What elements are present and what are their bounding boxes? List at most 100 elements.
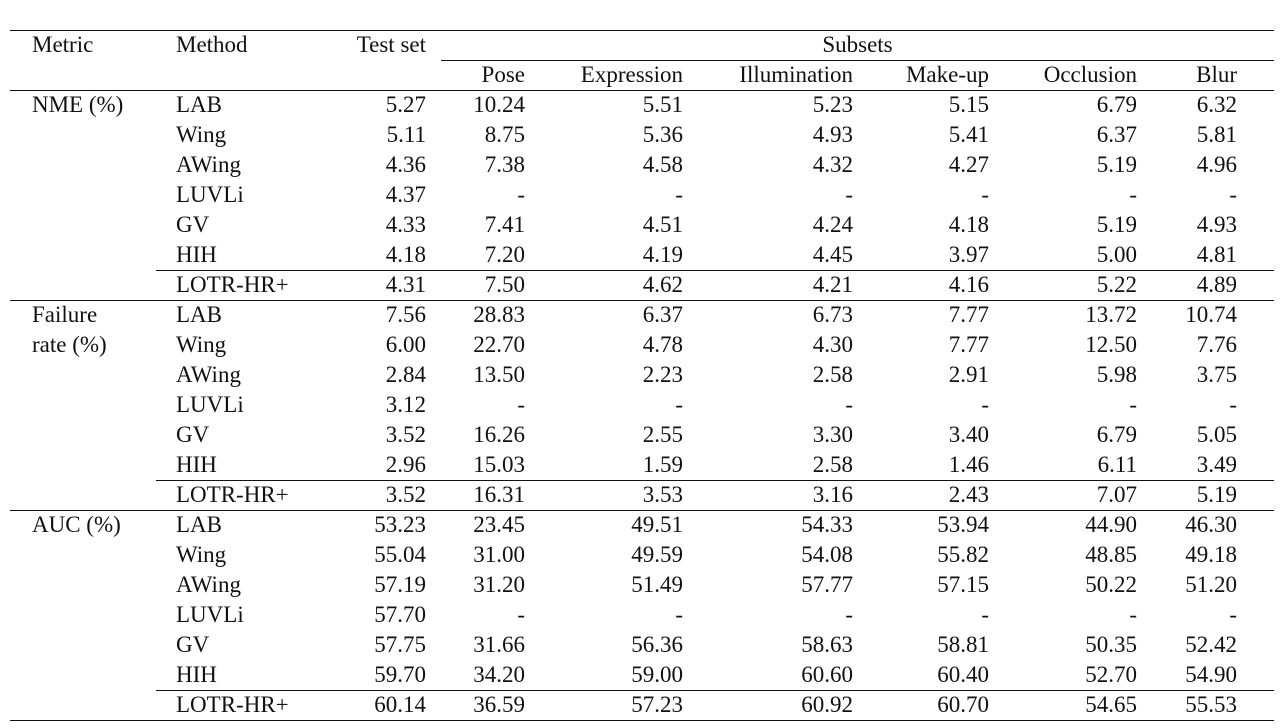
value-cell-blur: 4.93 <box>1196 212 1237 237</box>
metric-label: NME (%) <box>32 92 124 117</box>
value-cell-test-set: 59.70 <box>374 662 426 687</box>
value-cell-expression: 57.23 <box>631 692 683 717</box>
value-cell-makeup: 5.41 <box>948 122 989 147</box>
value-cell-pose: 28.83 <box>473 302 525 327</box>
value-cell-occlusion: 5.22 <box>1096 272 1137 297</box>
value-cell-test-set: 57.19 <box>374 572 426 597</box>
value-cell-blur: - <box>1229 602 1237 627</box>
value-cell-occlusion: 5.00 <box>1096 242 1137 267</box>
table-row: LOTR-HR+ 60.14 36.59 57.23 60.92 60.70 54.65 55… <box>10 690 1274 720</box>
value-cell-pose: - <box>517 182 525 207</box>
method-cell: HIH <box>176 662 217 687</box>
value-cell-occlusion: - <box>1129 182 1137 207</box>
value-cell-test-set: 6.00 <box>385 332 426 357</box>
method-cell: GV <box>176 212 210 237</box>
value-cell-test-set: 7.56 <box>385 302 426 327</box>
table-row: AWing 4.36 7.38 4.58 4.32 4.27 5.19 4.96 <box>10 150 1274 180</box>
value-cell-test-set: 5.27 <box>385 92 426 117</box>
value-cell-pose: 36.59 <box>473 692 525 717</box>
value-cell-illumination: - <box>845 602 853 627</box>
value-cell-expression: 5.51 <box>642 92 683 117</box>
method-cell: AWing <box>176 572 241 597</box>
value-cell-test-set: 4.33 <box>385 212 426 237</box>
value-cell-blur: 4.81 <box>1196 242 1237 267</box>
value-cell-test-set: 3.12 <box>385 392 426 417</box>
group-rule <box>10 300 1274 301</box>
value-cell-blur: 46.30 <box>1185 512 1237 537</box>
table-row: Wing 55.04 31.00 49.59 54.08 55.82 48.85 49.18 <box>10 540 1274 570</box>
header-occlusion: Occlusion <box>1043 62 1137 87</box>
group-rule <box>10 90 1274 91</box>
value-cell-test-set: 3.52 <box>385 482 426 507</box>
top-rule <box>10 30 1274 31</box>
method-cell: Wing <box>176 122 227 147</box>
value-cell-expression: 5.36 <box>642 122 683 147</box>
table-row: LOTR-HR+ 4.31 7.50 4.62 4.21 4.16 5.22 4.89 <box>10 270 1274 300</box>
value-cell-makeup: 4.18 <box>948 212 989 237</box>
table-row: AWing 57.19 31.20 51.49 57.77 57.15 50.22 51.20 <box>10 570 1274 600</box>
value-cell-blur: 6.32 <box>1196 92 1237 117</box>
table-row: GV 4.33 7.41 4.51 4.24 4.18 5.19 4.93 <box>10 210 1274 240</box>
value-cell-blur: 4.89 <box>1196 272 1237 297</box>
value-cell-illumination: 58.63 <box>801 632 853 657</box>
value-cell-blur: 3.75 <box>1196 362 1237 387</box>
header-row-2: Pose Expression Illumination Make-up Occ… <box>10 60 1274 90</box>
value-cell-blur: - <box>1229 392 1237 417</box>
value-cell-occlusion: 12.50 <box>1085 332 1137 357</box>
value-cell-makeup: 53.94 <box>937 512 989 537</box>
value-cell-pose: 16.26 <box>473 422 525 447</box>
subsets-rule <box>441 60 1274 61</box>
value-cell-illumination: - <box>845 182 853 207</box>
header-illumination: Illumination <box>739 62 853 87</box>
metric-label: AUC (%) <box>32 512 121 537</box>
value-cell-makeup: 60.40 <box>937 662 989 687</box>
value-cell-illumination: 4.21 <box>812 272 853 297</box>
value-cell-expression: 2.23 <box>642 362 683 387</box>
value-cell-test-set: 3.52 <box>385 422 426 447</box>
method-cell: LAB <box>176 302 222 327</box>
value-cell-expression: 51.49 <box>631 572 683 597</box>
value-cell-occlusion: 50.35 <box>1085 632 1137 657</box>
header-makeup: Make-up <box>905 62 989 87</box>
group-rule <box>10 510 1274 511</box>
value-cell-illumination: - <box>845 392 853 417</box>
value-cell-test-set: 5.11 <box>386 122 426 147</box>
value-cell-expression: 6.37 <box>642 302 683 327</box>
value-cell-expression: 49.59 <box>631 542 683 567</box>
value-cell-expression: 1.59 <box>642 452 683 477</box>
value-cell-test-set: 4.37 <box>385 182 426 207</box>
value-cell-illumination: 54.33 <box>801 512 853 537</box>
value-cell-illumination: 3.16 <box>812 482 853 507</box>
value-cell-pose: 31.20 <box>473 572 525 597</box>
value-cell-expression: 4.19 <box>642 242 683 267</box>
table-row: Wing 5.11 8.75 5.36 4.93 5.41 6.37 5.81 <box>10 120 1274 150</box>
value-cell-illumination: 2.58 <box>812 452 853 477</box>
method-cell: Wing <box>176 542 227 567</box>
header-subsets: Subsets <box>822 32 893 57</box>
value-cell-blur: 54.90 <box>1185 662 1237 687</box>
value-cell-test-set: 4.31 <box>385 272 426 297</box>
value-cell-blur: 7.76 <box>1196 332 1237 357</box>
table-row: LOTR-HR+ 3.52 16.31 3.53 3.16 2.43 7.07 5.19 <box>10 480 1274 510</box>
table-row: HIH 2.96 15.03 1.59 2.58 1.46 6.11 3.49 <box>10 450 1274 480</box>
value-cell-pose: 7.41 <box>484 212 525 237</box>
value-cell-illumination: 60.60 <box>801 662 853 687</box>
value-cell-occlusion: - <box>1129 602 1137 627</box>
method-cell: LAB <box>176 92 222 117</box>
value-cell-pose: 34.20 <box>473 662 525 687</box>
value-cell-makeup: 7.77 <box>948 332 989 357</box>
value-cell-pose: 31.66 <box>473 632 525 657</box>
value-cell-occlusion: 48.85 <box>1085 542 1137 567</box>
value-cell-occlusion: 52.70 <box>1085 662 1137 687</box>
table-row: LUVLi 3.12 - - - - - - <box>10 390 1274 420</box>
value-cell-blur: 55.53 <box>1185 692 1237 717</box>
value-cell-pose: - <box>517 602 525 627</box>
value-cell-occlusion: 13.72 <box>1085 302 1137 327</box>
value-cell-pose: 16.31 <box>473 482 525 507</box>
table-row: HIH 4.18 7.20 4.19 4.45 3.97 5.00 4.81 <box>10 240 1274 270</box>
value-cell-makeup: 4.16 <box>948 272 989 297</box>
value-cell-makeup: 55.82 <box>937 542 989 567</box>
value-cell-makeup: 58.81 <box>937 632 989 657</box>
table-row: GV 57.75 31.66 56.36 58.63 58.81 50.35 52.42 <box>10 630 1274 660</box>
value-cell-test-set: 4.36 <box>385 152 426 177</box>
